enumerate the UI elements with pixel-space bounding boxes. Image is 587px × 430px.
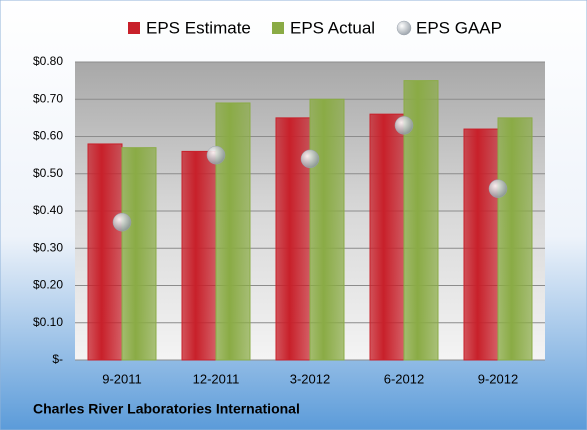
y-tick-label: $0.10	[33, 315, 63, 329]
x-tick-label: 9-2011	[102, 371, 142, 386]
bar	[87, 143, 123, 361]
x-tick-label: 12-2011	[193, 371, 240, 386]
caption: Charles River Laboratories International	[33, 401, 300, 417]
y-tick-label: $0.30	[33, 240, 63, 254]
x-tick-label: 9-2012	[478, 371, 518, 386]
bar	[309, 98, 345, 361]
y-tick-label: $0.50	[33, 166, 63, 180]
y-tick-label: $0.80	[33, 54, 63, 68]
y-tick-label: $-	[52, 352, 63, 366]
y-tick-label: $0.20	[33, 278, 63, 292]
bar	[215, 102, 251, 361]
legend-label: EPS Actual	[290, 18, 375, 37]
marker	[488, 179, 508, 198]
y-tick-label: $0.70	[33, 91, 63, 105]
legend-label: EPS GAAP	[416, 18, 502, 37]
x-tick-label: 3-2012	[290, 371, 330, 386]
bar	[463, 128, 499, 361]
y-tick-label: $0.60	[33, 129, 63, 143]
marker	[206, 145, 226, 165]
bar	[275, 117, 311, 361]
marker	[394, 116, 414, 135]
bar	[181, 150, 217, 361]
marker	[300, 149, 320, 169]
x-tick-label: 6-2012	[384, 371, 424, 386]
y-tick-label: $0.40	[33, 203, 63, 217]
bar	[497, 117, 533, 361]
bar	[369, 113, 405, 361]
legend-marker	[272, 22, 284, 34]
legend-marker	[396, 20, 412, 36]
legend-marker	[128, 22, 140, 34]
legend-label: EPS Estimate	[146, 18, 251, 37]
marker	[112, 212, 132, 232]
bar	[121, 147, 157, 361]
